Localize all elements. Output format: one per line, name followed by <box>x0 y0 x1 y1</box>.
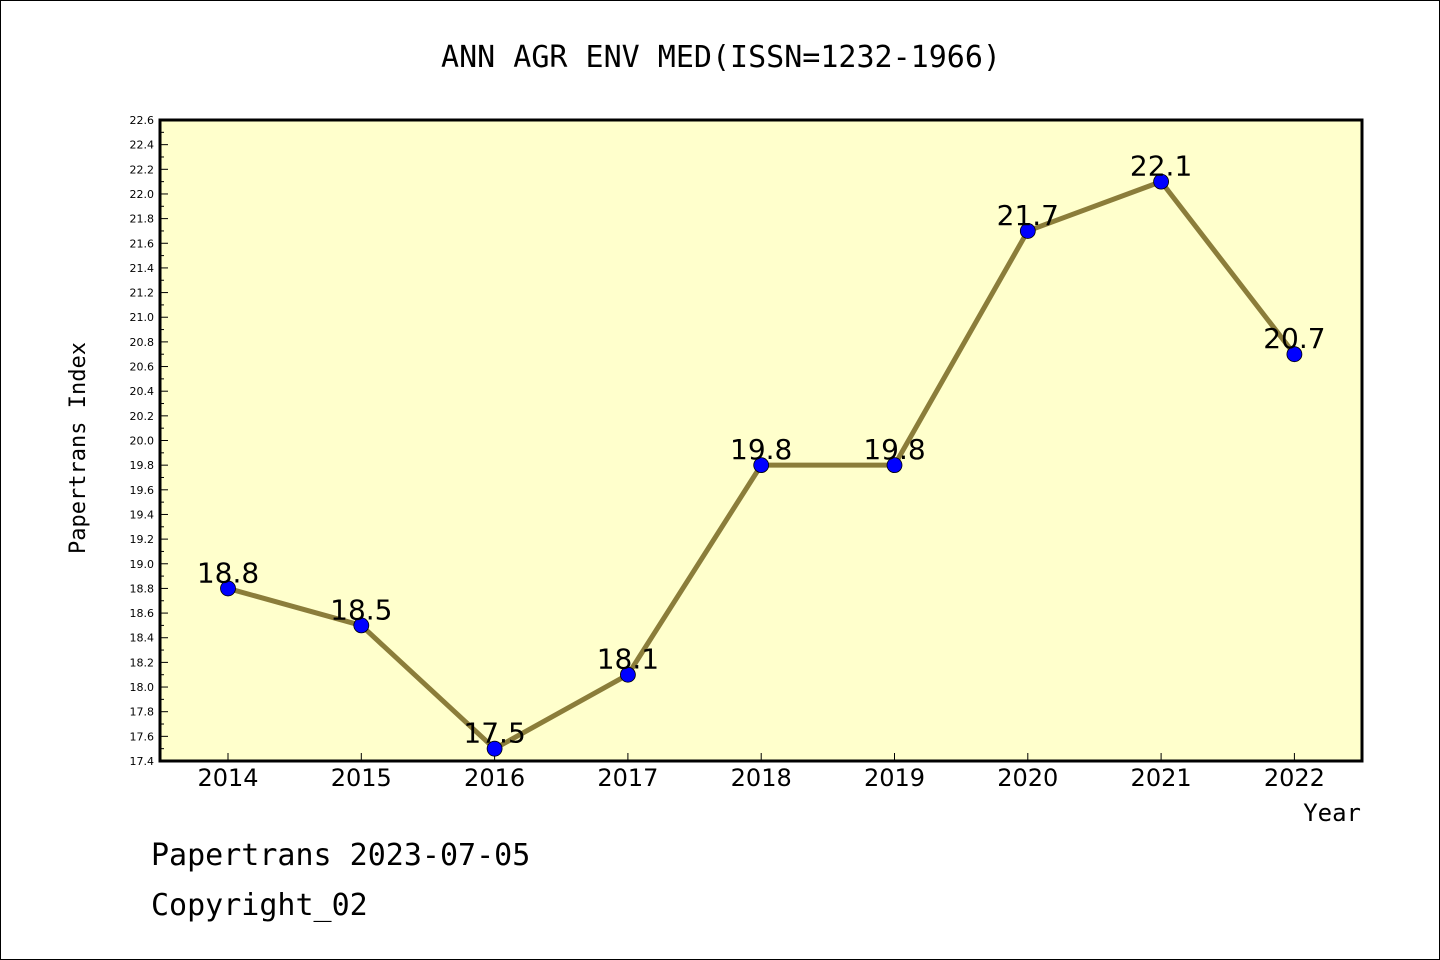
data-point <box>753 457 770 474</box>
y-tick-label: 20.0 <box>130 435 155 448</box>
data-label: 19.8 <box>730 433 792 466</box>
data-label: 17.5 <box>463 717 525 750</box>
y-tick-label: 22.6 <box>130 114 155 127</box>
y-tick-label: 21.4 <box>130 262 155 275</box>
x-tick-label: 2017 <box>597 764 658 792</box>
chart-title: ANN AGR ENV MED(ISSN=1232-1966) <box>441 40 1001 75</box>
y-tick-label: 20.4 <box>130 385 155 398</box>
y-tick-label: 20.6 <box>130 361 155 374</box>
data-label: 20.7 <box>1263 322 1325 355</box>
x-tick-label: 2019 <box>864 764 925 792</box>
y-tick-label: 19.0 <box>130 558 155 571</box>
y-tick-label: 18.2 <box>130 656 155 669</box>
y-tick-label: 17.8 <box>130 706 155 719</box>
y-tick-label: 21.8 <box>130 213 155 226</box>
data-point <box>1153 173 1169 190</box>
data-labels: 18.8 18.5 17.5 18.1 19.8 19.8 21.7 22.1 20.7 <box>197 150 1326 750</box>
data-label: 18.8 <box>197 556 259 589</box>
x-tick-label: 2016 <box>464 764 525 792</box>
x-tick-label: 2020 <box>997 764 1058 792</box>
y-tick-label: 22.0 <box>130 188 155 201</box>
data-label: 22.1 <box>1130 150 1192 183</box>
footer-copyright: Copyright_02 <box>151 888 368 923</box>
y-tick-label: 18.4 <box>130 632 155 645</box>
y-tick-label: 18.6 <box>130 607 155 620</box>
y-tick-label: 20.8 <box>130 336 155 349</box>
y-tick-label: 17.6 <box>130 730 155 743</box>
data-point <box>353 617 370 634</box>
y-tick-label: 19.2 <box>130 533 155 546</box>
data-point <box>620 666 636 683</box>
data-point <box>1286 346 1303 363</box>
x-tick-label: 2018 <box>731 764 792 792</box>
data-label: 18.1 <box>597 643 659 676</box>
data-label: 19.8 <box>863 433 925 466</box>
y-axis: 17.4 17.6 17.8 18.0 18.2 18.4 18.6 18.8 19.0 19.2… <box>130 114 168 768</box>
data-point <box>886 457 903 474</box>
y-tick-label: 22.4 <box>130 139 155 152</box>
x-axis: 2014 2015 2016 2017 2018 2019 2020 2021 2022 <box>197 753 1325 792</box>
y-tick-label: 17.4 <box>130 755 155 768</box>
plot-area <box>158 118 1364 763</box>
data-label: 18.5 <box>330 593 392 626</box>
data-point <box>220 580 236 597</box>
y-tick-label: 21.6 <box>130 237 155 250</box>
y-tick-label: 21.2 <box>130 287 155 300</box>
y-tick-label: 18.0 <box>130 681 155 694</box>
y-tick-label: 22.2 <box>130 163 155 176</box>
footer-date: Papertrans 2023-07-05 <box>151 838 530 873</box>
series-papertrans-index <box>220 173 1303 757</box>
y-axis-label: Papertrans Index <box>66 342 91 554</box>
x-tick-label: 2014 <box>197 764 258 792</box>
y-tick-label: 20.2 <box>130 410 155 423</box>
x-tick-label: 2015 <box>331 764 392 792</box>
y-tick-label: 19.6 <box>130 484 155 497</box>
y-tick-label: 21.0 <box>130 311 155 324</box>
data-point <box>486 740 503 757</box>
y-tick-label: 19.4 <box>130 508 155 521</box>
x-axis-label: Year <box>1303 799 1361 827</box>
y-tick-label: 18.8 <box>130 582 155 595</box>
data-point <box>1019 223 1036 239</box>
y-tick-label: 19.8 <box>130 459 155 472</box>
x-tick-label: 2021 <box>1131 764 1192 792</box>
x-tick-label: 2022 <box>1264 764 1325 792</box>
data-label: 21.7 <box>997 199 1059 232</box>
